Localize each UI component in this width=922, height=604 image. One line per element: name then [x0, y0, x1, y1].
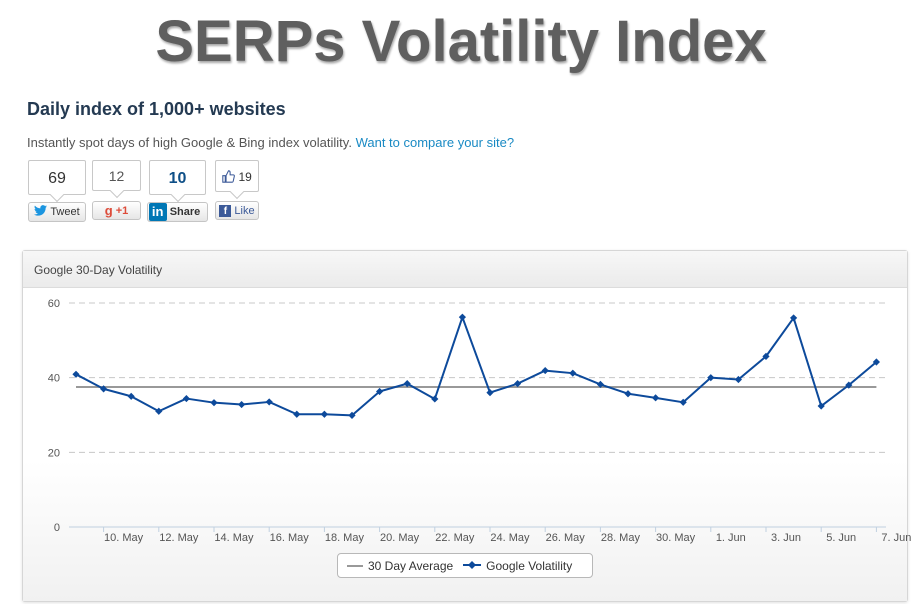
legend-item-google[interactable]: Google Volatility — [463, 559, 572, 573]
chart-legend: 30 Day Average Google Volatility — [337, 553, 593, 578]
linkedin-share-button[interactable]: in Share — [147, 202, 208, 222]
intro-text: Instantly spot days of high Google & Bin… — [27, 135, 514, 150]
compare-site-link[interactable]: Want to compare your site? — [355, 135, 515, 150]
page-subtitle: Daily index of 1,000+ websites — [27, 99, 286, 119]
facebook-like-count-box: 19 — [215, 160, 259, 192]
gplus-count: 12 — [92, 160, 141, 191]
legend-google-label: Google Volatility — [486, 558, 573, 573]
legend-average-swatch — [347, 564, 363, 567]
page-title: SERPs Volatility Index — [155, 9, 767, 74]
tweet-button[interactable]: Tweet — [28, 202, 86, 222]
chart-panel-title: Google 30-Day Volatility — [34, 263, 163, 277]
legend-average-label: 30 Day Average — [368, 558, 454, 573]
intro-description: Instantly spot days of high Google & Bin… — [27, 135, 352, 150]
legend-google-swatch — [463, 559, 482, 573]
google-g-icon: g — [104, 203, 113, 218]
volatility-chart-panel: Google 30-Day Volatility — [22, 250, 908, 602]
tweet-count: 69 — [28, 160, 86, 195]
legend-item-average[interactable]: 30 Day Average — [347, 559, 453, 573]
linkedin-in-icon: in — [148, 203, 167, 221]
twitter-bird-icon — [34, 205, 48, 219]
thumbs-up-icon — [222, 163, 236, 195]
gplus-button[interactable]: g +1 — [92, 201, 141, 220]
facebook-like-button[interactable]: f Like — [215, 201, 259, 220]
facebook-f-icon: f — [219, 204, 232, 217]
linkedin-count: 10 — [149, 160, 206, 195]
facebook-like-count: 19 — [238, 170, 252, 184]
linkedin-share-label: Share — [169, 206, 201, 218]
chart-panel-header: Google 30-Day Volatility — [23, 251, 907, 288]
tweet-label: Tweet — [50, 206, 80, 218]
gplus-label: +1 — [115, 204, 129, 217]
facebook-like-label: Like — [234, 204, 255, 217]
